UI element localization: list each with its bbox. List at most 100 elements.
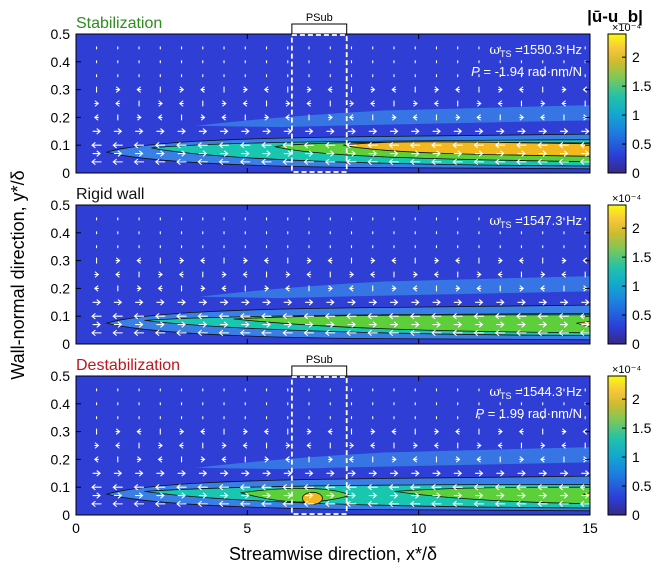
vector-arrow	[518, 257, 524, 264]
vector-arrow	[262, 492, 271, 499]
vector-arrow	[540, 285, 546, 292]
p-annotation: P = -1.94 rad·nm/N	[471, 64, 582, 79]
vector-arrow	[324, 484, 336, 491]
vector-arrow	[94, 100, 100, 107]
vector-arrow	[434, 257, 440, 264]
vector-arrow	[561, 100, 567, 107]
vector-arrow	[93, 456, 99, 463]
vector-arrow	[409, 329, 421, 336]
vector-arrow	[262, 128, 271, 135]
colorbar-tick-label: 0	[632, 165, 640, 181]
colorbar	[607, 375, 627, 516]
vector-arrow	[327, 114, 333, 121]
vector-arrow	[452, 142, 463, 149]
vector-arrow	[135, 150, 144, 157]
panel-1: 0 0.1 0.2 0.3 0.4 0.5 Rigid wall ωTS =1547.3 Hz…	[51, 186, 652, 352]
vector-arrow	[219, 470, 229, 477]
vector-arrow	[559, 492, 569, 499]
vector-arrow	[370, 271, 376, 278]
vector-arrow	[349, 442, 355, 449]
vector-arrow	[346, 484, 357, 491]
vector-arrow	[112, 142, 123, 149]
vector-arrow	[452, 158, 463, 165]
y-tick-label: 0.3	[51, 253, 71, 269]
vector-arrow	[239, 142, 251, 149]
vector-arrow	[368, 128, 378, 135]
vector-arrow	[326, 492, 335, 499]
vector-arrow	[91, 142, 102, 149]
vector-arrow	[347, 492, 356, 499]
p-annotation: P = 1.99 rad·nm/N	[475, 406, 582, 421]
vector-arrow	[538, 492, 548, 499]
colorbar-tick-label: 1.5	[632, 420, 652, 436]
vector-arrow	[197, 158, 208, 165]
vector-arrow	[157, 285, 163, 292]
vector-arrow	[561, 442, 567, 449]
vector-arrow	[221, 100, 227, 107]
vector-arrow	[326, 470, 335, 477]
colorbar-tick-label: 0.5	[632, 136, 652, 152]
vector-arrow	[261, 500, 272, 507]
vector-arrow	[476, 114, 482, 121]
vector-arrow	[559, 299, 569, 306]
vector-arrow	[91, 158, 102, 165]
vector-arrow	[303, 142, 315, 149]
vector-arrow	[389, 128, 399, 135]
plot-frame	[75, 204, 591, 345]
vector-arrow	[409, 500, 421, 507]
vector-arrow	[241, 492, 250, 499]
vector-arrow	[197, 142, 208, 149]
vector-arrow	[476, 456, 482, 463]
vector-arrow	[367, 484, 378, 491]
y-tick-label: 0.5	[51, 197, 71, 213]
vector-arrow	[177, 470, 186, 477]
vector-arrow	[92, 321, 101, 328]
omega-annotation: ωTS =1550.3 Hz	[489, 42, 582, 59]
vector-arrow	[497, 271, 503, 278]
colorbar-tick-label: 1	[632, 449, 640, 465]
vector-arrow	[113, 128, 123, 135]
y-tick-label: 0.1	[51, 137, 71, 153]
p-value: = 1.99 rad·nm/N	[484, 406, 582, 421]
psub-region-box	[290, 376, 348, 515]
vector-arrow	[367, 142, 378, 149]
plot-frame	[75, 33, 591, 174]
vector-arrow	[112, 484, 123, 491]
vector-arrow	[494, 313, 506, 320]
vector-arrow	[347, 470, 356, 477]
vector-arrow	[219, 299, 229, 306]
vector-arrow	[178, 100, 184, 107]
vector-arrow	[537, 158, 548, 165]
vector-arrow	[370, 100, 376, 107]
vector-arrow	[368, 299, 378, 306]
vector-arrow	[388, 484, 400, 491]
vector-arrow	[558, 500, 570, 507]
vector-arrow	[519, 114, 525, 121]
colorbar	[607, 204, 627, 345]
vector-arrow	[133, 158, 145, 165]
colorbar-tick-label: 1	[632, 278, 640, 294]
vector-arrow	[178, 271, 184, 278]
vector-arrow	[264, 456, 270, 463]
vector-arrow	[112, 158, 123, 165]
vector-arrow	[157, 442, 163, 449]
vector-arrow	[391, 257, 397, 264]
vector-arrow	[136, 428, 142, 435]
colorbar-tick-label: 2	[632, 220, 640, 236]
vector-arrow	[113, 321, 123, 328]
vector-arrow	[154, 142, 166, 149]
vector-field	[91, 388, 590, 507]
vector-arrow	[389, 470, 399, 477]
vector-arrow	[92, 150, 101, 157]
vector-arrow	[452, 313, 463, 320]
vector-arrow	[476, 271, 482, 278]
vector-arrow	[156, 150, 165, 157]
vector-arrow	[283, 470, 293, 477]
vector-arrow	[176, 500, 187, 507]
vector-arrow	[432, 321, 441, 328]
vector-arrow	[154, 500, 166, 507]
vector-arrow	[306, 442, 312, 449]
vector-arrow	[452, 484, 463, 491]
vector-field	[91, 217, 590, 336]
